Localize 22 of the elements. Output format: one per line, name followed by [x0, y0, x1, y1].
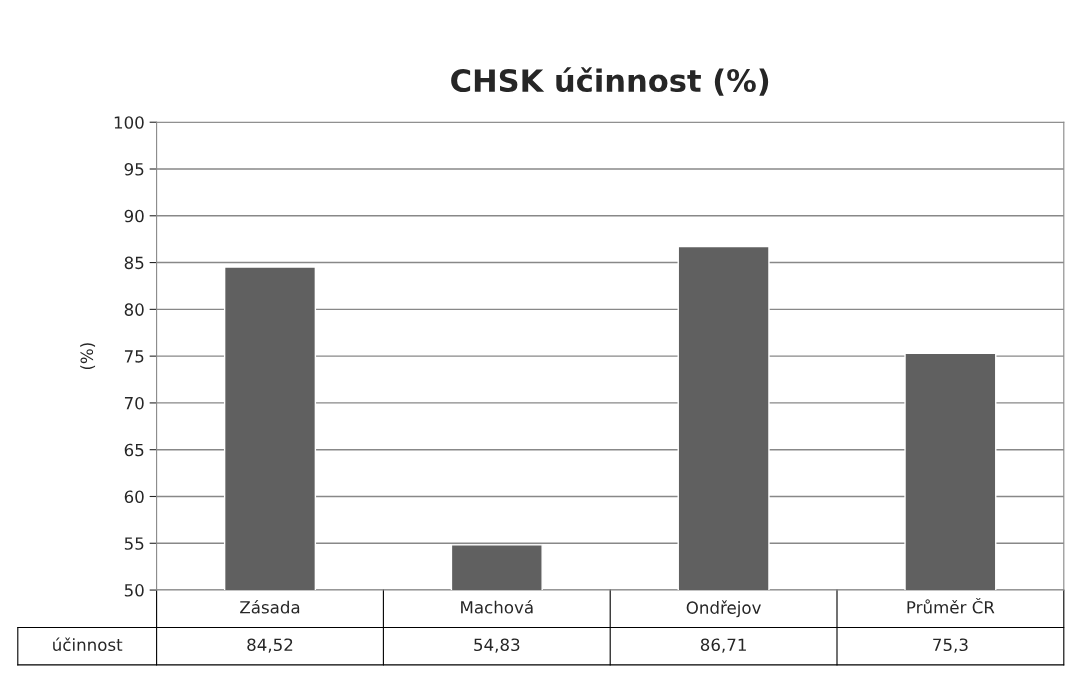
y-tick-label: 70	[124, 396, 144, 410]
data-label: 75,3	[933, 638, 968, 653]
x-tick-label: Průměr ČR	[907, 597, 995, 614]
y-tick-label: 95	[124, 162, 144, 176]
data-label: 86,71	[700, 638, 746, 653]
y-axis-title: (%)	[80, 343, 96, 370]
text: účinnost	[53, 637, 123, 652]
x-tick-label: Zásada	[240, 600, 300, 614]
chart-title: CHSK účinnost (%)	[451, 67, 769, 96]
x-tick-label: Machová	[461, 600, 533, 614]
y-tick-label: 75	[124, 350, 144, 363]
y-tick-label: 90	[124, 209, 144, 223]
y-tick-label: 85	[124, 256, 144, 270]
y-tick-label: 60	[124, 490, 144, 504]
data-label: 54,83	[474, 638, 520, 653]
y-tick-label: 100	[114, 116, 144, 129]
y-tick-label: 55	[124, 537, 144, 550]
y-tick-label: 65	[124, 443, 144, 457]
y-tick-label: 50	[124, 584, 144, 597]
x-tick-label: Ondřejov	[686, 600, 761, 618]
y-tick-label: 80	[124, 303, 144, 316]
data-label: 84,52	[247, 638, 293, 653]
